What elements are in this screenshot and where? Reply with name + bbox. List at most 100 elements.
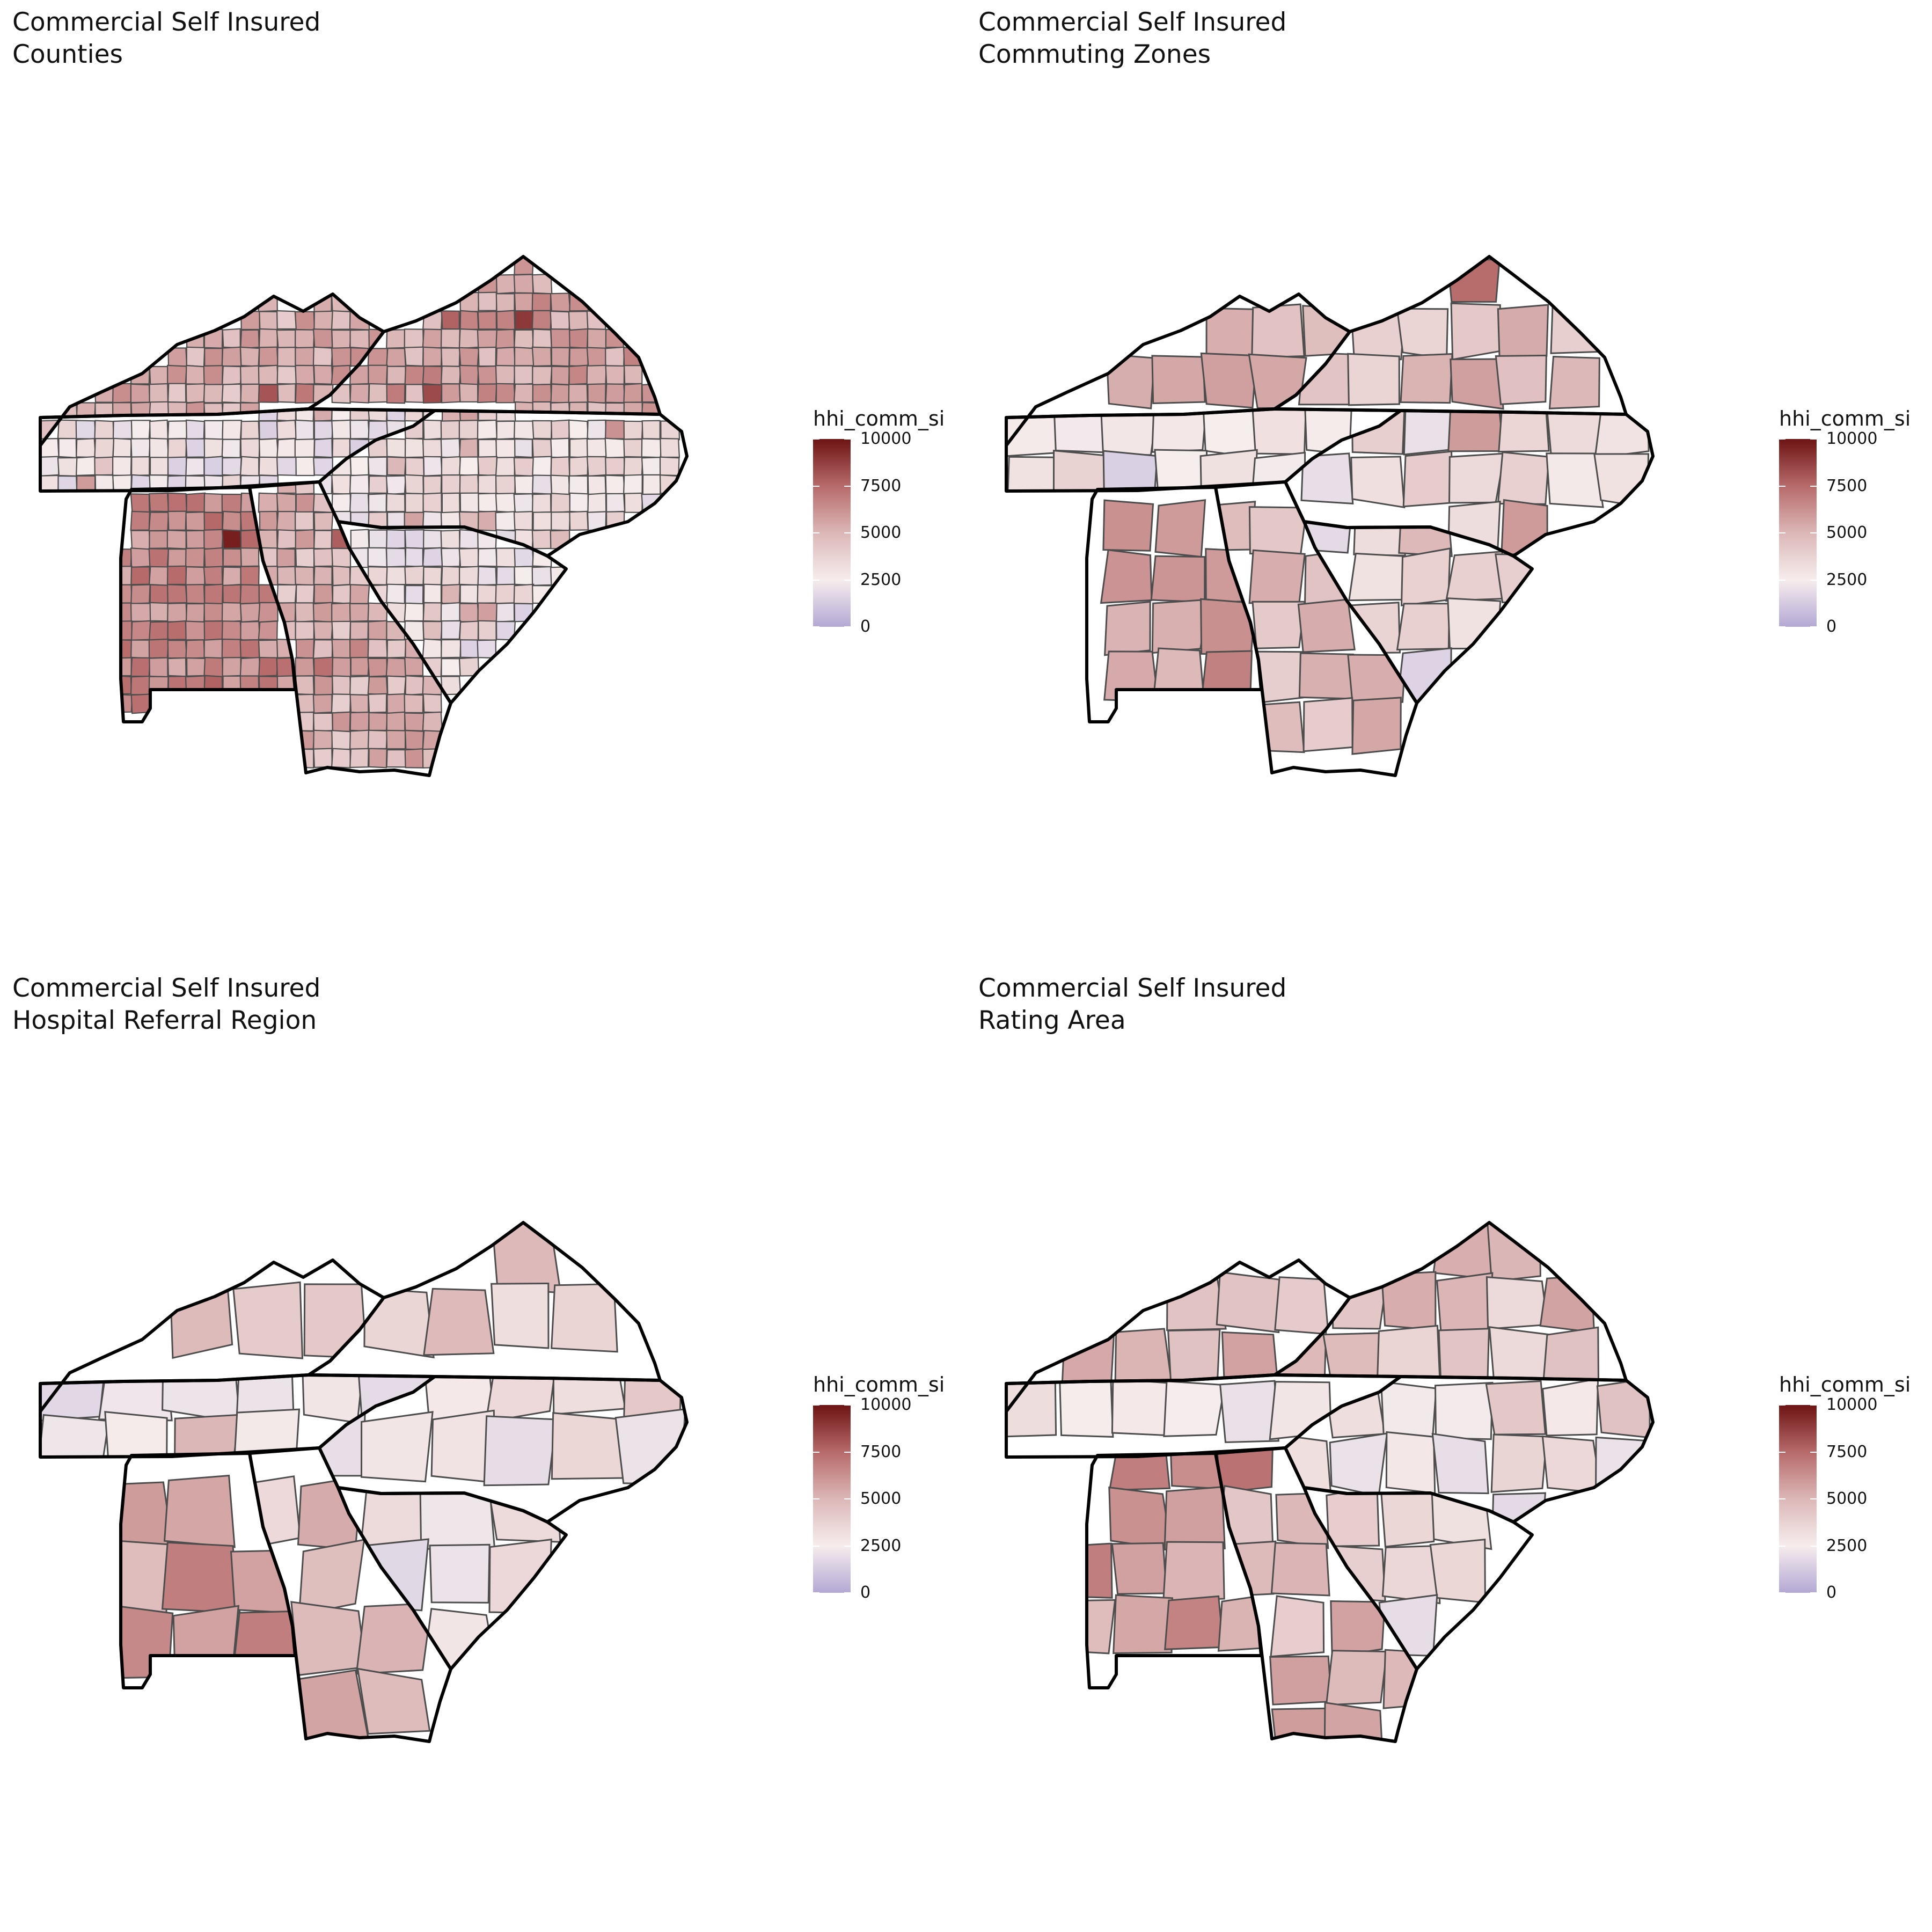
map-region	[349, 365, 370, 385]
legend-tick-label: 2500	[860, 1536, 902, 1555]
map-region	[295, 409, 314, 422]
map-region	[477, 419, 497, 440]
legend-title: hhi_comm_si	[813, 1373, 945, 1396]
map-region	[313, 620, 334, 640]
map-region	[204, 348, 223, 368]
legend-tick-label: 10000	[1826, 1395, 1878, 1414]
map-region	[349, 711, 370, 732]
map-region	[130, 456, 150, 477]
map-region	[550, 310, 571, 331]
map-region	[386, 675, 407, 696]
legend-tick-label: 10000	[860, 429, 912, 448]
map-region	[368, 529, 388, 549]
map-region	[173, 1414, 240, 1457]
map-region	[478, 438, 498, 458]
state-regions-ky	[40, 294, 384, 440]
map-region	[459, 492, 480, 513]
map-region	[641, 456, 661, 477]
map-region	[386, 365, 406, 385]
map-region	[531, 493, 552, 513]
map-region	[586, 456, 608, 477]
map-region	[240, 438, 261, 459]
state-regions-al	[1087, 1453, 1261, 1655]
map-region	[1087, 1599, 1116, 1655]
map-region	[587, 475, 606, 495]
map-region	[259, 311, 279, 331]
map-region	[1113, 1594, 1173, 1655]
legend-tick-label: 0	[1826, 617, 1837, 636]
map-region	[386, 749, 407, 768]
map-region	[478, 493, 498, 513]
map-region	[550, 493, 571, 514]
map-region	[1216, 501, 1256, 551]
map-region	[295, 383, 314, 404]
map-region	[550, 383, 570, 404]
map-region	[367, 676, 389, 696]
state-border-ga	[248, 1446, 452, 1743]
map-region	[203, 529, 224, 550]
map-region	[295, 675, 315, 696]
map-region	[623, 364, 643, 385]
map-region	[276, 547, 296, 568]
map-region	[532, 438, 552, 458]
map-region	[423, 583, 442, 604]
map-region	[130, 657, 151, 677]
map-region	[290, 1601, 367, 1677]
map-region	[295, 529, 315, 550]
choropleth-map	[39, 1221, 689, 1743]
map-region	[495, 274, 516, 295]
map-region	[258, 328, 278, 348]
map-region	[1596, 1377, 1651, 1439]
map-region	[1438, 1328, 1490, 1380]
map-region	[94, 402, 114, 422]
map-region	[332, 711, 351, 732]
map-region	[422, 566, 443, 586]
map-region	[232, 1408, 301, 1457]
map-region	[149, 602, 169, 622]
map-region	[1104, 601, 1151, 656]
map-region	[1270, 1542, 1330, 1597]
map-region	[404, 437, 425, 458]
map-region	[458, 419, 479, 440]
map-region	[203, 638, 223, 660]
state-regions-va	[331, 257, 660, 414]
panel-subtitle: Hospital Referral Region	[12, 1006, 317, 1035]
map-region	[1152, 647, 1205, 704]
map-region	[477, 510, 497, 532]
map-region	[203, 620, 224, 641]
map-region	[1154, 449, 1208, 491]
map-region	[149, 437, 170, 458]
map-region	[331, 620, 352, 641]
map-region	[531, 346, 552, 367]
map-region	[368, 712, 389, 731]
map-region	[1450, 358, 1504, 410]
map-region	[1434, 1381, 1494, 1440]
map-region	[356, 1538, 429, 1612]
map-region	[130, 510, 150, 531]
map-region	[130, 603, 151, 623]
map-region	[1485, 1276, 1549, 1330]
map-region	[440, 602, 462, 623]
map-region	[130, 693, 151, 714]
map-region	[222, 510, 242, 532]
map-region	[222, 548, 242, 567]
map-region	[112, 420, 133, 440]
map-region	[112, 437, 132, 458]
map-region	[1594, 411, 1650, 459]
map-region	[513, 457, 535, 477]
map-region	[331, 693, 352, 714]
map-region	[75, 456, 97, 477]
map-region	[221, 602, 242, 623]
map-region	[167, 420, 188, 440]
map-region	[587, 328, 608, 349]
map-region	[355, 1602, 433, 1675]
map-region	[495, 475, 516, 495]
map-region	[1323, 1701, 1384, 1741]
map-region	[130, 675, 151, 696]
map-region	[404, 693, 424, 714]
map-region	[149, 419, 169, 441]
map-region	[149, 492, 170, 513]
map-region	[148, 638, 170, 659]
map-region	[40, 1414, 110, 1457]
map-region	[1348, 552, 1404, 602]
